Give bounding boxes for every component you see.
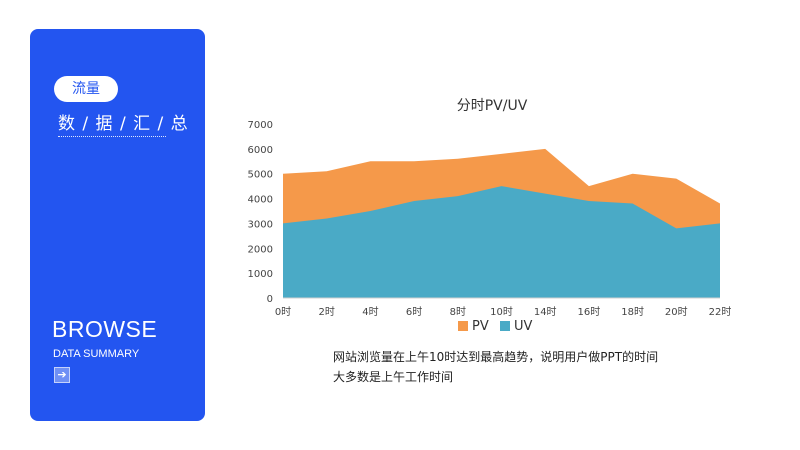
y-tick-label: 6000 (248, 145, 273, 156)
area-uv (283, 186, 720, 298)
x-tick-label: 22时 (709, 306, 732, 318)
browse-heading: BROWSE (52, 316, 158, 342)
legend-label-uv: UV (514, 319, 533, 334)
legend-swatch-uv (500, 321, 510, 331)
x-tick-label: 16时 (578, 306, 601, 318)
x-tick-label: 18时 (621, 306, 644, 318)
pv-uv-chart: 分时PV/UV 0 1000 2000 3000 4000 5000 6000 7000 0时 2… (248, 98, 732, 334)
x-tick-label: 10时 (490, 306, 513, 318)
caption-line-1: 网站浏览量在上午10时达到最高趋势，说明用户做PPT的时间 (333, 350, 659, 364)
y-tick-label: 4000 (248, 195, 273, 206)
y-tick-label: 1000 (248, 269, 273, 280)
legend-label-pv: PV (472, 319, 489, 334)
x-tick-label: 20时 (665, 306, 688, 318)
data-summary-title: 数 / 据 / 汇 / 总 (58, 114, 189, 134)
x-tick-label: 0时 (275, 306, 291, 318)
insight-caption: 网站浏览量在上午10时达到最高趋势，说明用户做PPT的时间 大多数是上午工作时间 (333, 347, 663, 387)
x-tick-label: 6时 (406, 306, 422, 318)
x-tick-label: 8时 (450, 306, 466, 318)
side-panel: 流量 数 / 据 / 汇 / 总 BROWSE DATA SUMMARY ➔ (30, 29, 205, 421)
dotted-divider (58, 136, 166, 137)
caption-line-2: 大多数是上午工作时间 (333, 370, 454, 384)
y-tick-label: 2000 (248, 244, 273, 255)
y-tick-label: 0 (267, 294, 273, 305)
x-tick-label: 14时 (534, 306, 557, 318)
legend-swatch-pv (458, 321, 468, 331)
data-summary-label: DATA SUMMARY (53, 348, 140, 360)
chart-title: 分时PV/UV (457, 98, 528, 114)
y-tick-label: 3000 (248, 219, 273, 230)
y-tick-label: 5000 (248, 170, 273, 181)
traffic-tag: 流量 (54, 76, 118, 102)
x-tick-label: 4时 (362, 306, 378, 318)
x-tick-label: 2时 (319, 306, 335, 318)
y-tick-label: 7000 (248, 120, 273, 131)
arrow-right-icon[interactable]: ➔ (54, 367, 70, 383)
